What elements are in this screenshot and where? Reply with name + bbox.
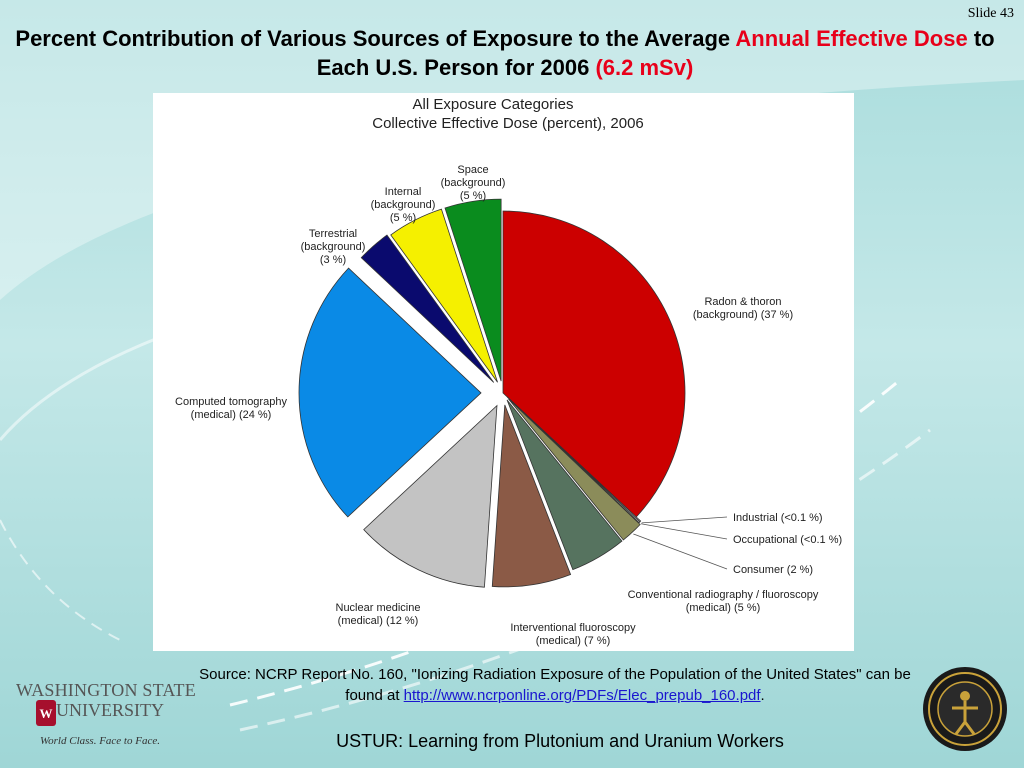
pie-slice (390, 208, 498, 383)
slice-label: Interventional fluoroscopy (medical) (7 %… (510, 622, 636, 647)
slice-label: Conventional radiography / fluoroscopy (m… (628, 589, 819, 614)
slice-label: Internal (background) (5 %) (371, 186, 436, 224)
wsu-tagline: World Class. Face to Face. (40, 735, 160, 747)
pie-slice (444, 198, 502, 382)
source-link[interactable]: http://www.ncrponline.org/PDFs/Elec_prep… (403, 687, 761, 704)
wsu-logo-line2: UNIVERSITY (56, 700, 164, 720)
slice-label: Terrestrial (background) (3 %) (301, 228, 366, 266)
slice-label: Computed tomography (medical) (24 %) (175, 396, 287, 421)
svg-text:W: W (40, 706, 53, 721)
pie-slice (298, 267, 482, 518)
title-part4: (6.2 mSv) (595, 55, 694, 80)
pie-slice (360, 234, 495, 383)
pie-slice (506, 399, 623, 571)
source-text: Source: NCRP Report No. 160, "Ionizing R… (199, 666, 911, 704)
title-part2: Annual Effective Dose (735, 26, 968, 51)
ustur-seal-icon (923, 667, 1007, 751)
slice-label: Nuclear medicine (medical) (12 %) (336, 602, 421, 627)
pie-slice (491, 404, 572, 588)
slice-label: Consumer (2 %) (733, 564, 813, 576)
label-leader-line (641, 516, 728, 524)
footer-text: USTUR: Learning from Plutonium and Urani… (336, 731, 784, 751)
wsu-logo-line1: WASHINGTON STATE (16, 680, 196, 700)
title-part1: Percent Contribution of Various Sources … (15, 26, 736, 51)
label-leader-line (640, 523, 728, 540)
source-end: . (760, 687, 765, 704)
source-citation: Source: NCRP Report No. 160, "Ionizing R… (190, 664, 920, 706)
pie-slice (507, 396, 641, 524)
label-leader-line (633, 533, 728, 570)
chart-subtitle: Collective Effective Dose (percent), 200… (372, 115, 644, 132)
slice-label: Space (background) (5 %) (441, 164, 506, 202)
pie-slice (363, 404, 498, 588)
chart-title: All Exposure Categories (413, 96, 574, 113)
pie-slice (502, 210, 686, 518)
slide-number: Slide 43 (967, 6, 1014, 21)
slice-label: Radon & thoron (background) (37 %) (693, 296, 793, 321)
chart-panel: All Exposure Categories Collective Effect… (153, 93, 854, 651)
pie-chart: All Exposure Categories Collective Effect… (175, 96, 842, 647)
wsu-cougar-icon: W (36, 700, 56, 726)
slide-title: Percent Contribution of Various Sources … (0, 24, 1010, 82)
slice-label: Industrial (<0.1 %) (733, 512, 823, 524)
title-part3: to Each U.S. Person for 2006 (316, 26, 995, 80)
slice-label: Occupational (<0.1 %) (733, 534, 842, 546)
pie-slice (508, 398, 641, 541)
